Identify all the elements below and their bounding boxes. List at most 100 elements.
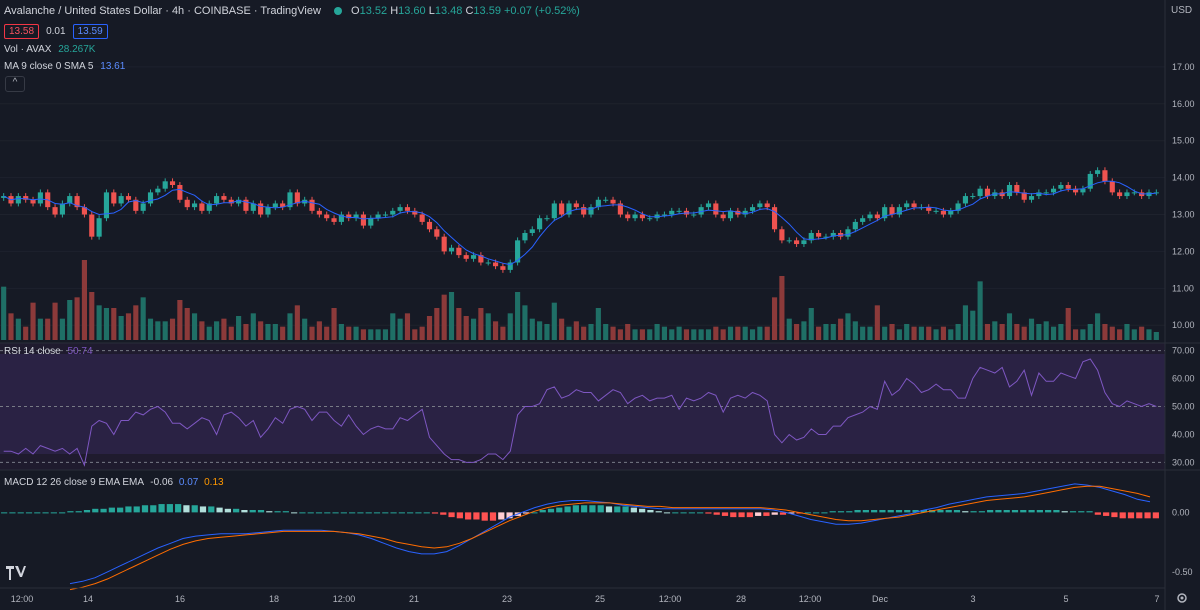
candle-body: [1073, 188, 1079, 193]
ask-button[interactable]: 13.59: [72, 24, 108, 39]
candle-body: [118, 196, 124, 204]
candle-body: [779, 229, 785, 241]
candle: [632, 211, 638, 222]
candle: [265, 204, 271, 218]
volume-bar: [125, 313, 132, 340]
macd-hist-bar: [721, 512, 729, 516]
candle-body: [368, 218, 374, 226]
candle: [360, 211, 366, 229]
volume-bar: [867, 326, 873, 340]
time-tick-label: 16: [175, 594, 185, 604]
price-tick-label: 14.00: [1172, 173, 1195, 183]
macd-hist-bar: [970, 511, 977, 513]
volume-bar: [581, 326, 587, 340]
candle: [221, 193, 227, 203]
currency-label[interactable]: USD: [1171, 5, 1193, 16]
ma-legend[interactable]: MA 9 close 0 SMA 5 13.61: [4, 61, 125, 72]
macd-legend[interactable]: MACD 12 26 close 9 EMA EMA -0.06 0.07 0.…: [4, 477, 224, 488]
volume-bar: [757, 326, 763, 340]
volume-bar: [977, 281, 983, 340]
rsi-tick-label: 40.00: [1172, 429, 1195, 439]
volume-bar: [1080, 329, 1086, 340]
volume-bar: [735, 326, 741, 340]
candle: [52, 204, 58, 218]
macd-hist-bar: [282, 511, 289, 513]
macd-hist-bar: [456, 512, 463, 519]
candle-body: [522, 232, 528, 241]
volume-bar: [1095, 313, 1101, 340]
candle: [595, 196, 601, 211]
candle-body: [537, 218, 543, 230]
volume-bar: [874, 305, 880, 340]
volume-bar: [390, 313, 396, 340]
macd-hist-bar: [340, 512, 347, 514]
candle: [1065, 182, 1071, 192]
macd-histogram: [1, 504, 1159, 521]
macd-hist-bar: [523, 512, 530, 514]
price-axis[interactable]: 10.00 11.00 12.00 13.00 14.00 15.00 16.00 17.00…: [1172, 62, 1195, 577]
signal-line-value: 0.13: [204, 477, 224, 488]
volume-bar: [683, 329, 690, 340]
time-axis[interactable]: 12:00 14 16 18 12:00 21 23 25 12:00 28 12:00 Dec 3 5 7: [11, 594, 1160, 604]
volume-bar: [397, 318, 403, 340]
macd-hist-bar: [473, 512, 480, 520]
volume-bar: [493, 321, 499, 340]
candle: [463, 252, 469, 262]
candle-body: [184, 199, 190, 208]
candle: [962, 193, 969, 207]
volume-bar: [860, 326, 866, 340]
macd-hist-bar: [208, 506, 215, 513]
volume-bar: [742, 326, 748, 340]
volume-bar: [294, 305, 300, 340]
volume-bar: [573, 321, 579, 340]
candle-body: [581, 207, 587, 215]
candle: [537, 215, 543, 233]
candle-body: [155, 188, 161, 193]
candle-body: [727, 210, 734, 219]
volume-bar: [764, 326, 770, 340]
macd-hist-bar: [647, 510, 654, 513]
candle-body: [493, 262, 499, 267]
collapse-legend-button[interactable]: ^: [5, 76, 25, 92]
candle: [1153, 189, 1159, 196]
candle: [338, 211, 344, 225]
volume-bar: [727, 326, 734, 340]
macd-hist-bar: [117, 507, 124, 513]
volume-bar: [940, 326, 946, 340]
macd-hist-bar: [266, 511, 273, 513]
candle-body: [74, 196, 80, 208]
candle-body: [448, 247, 455, 252]
settings-gear-icon[interactable]: [1175, 591, 1189, 605]
candle-body: [133, 199, 139, 211]
candle-body: [1006, 185, 1013, 197]
macd-hist-bar: [506, 512, 513, 519]
rsi-legend[interactable]: RSI 14 close 50.74: [4, 346, 93, 357]
candle-body: [559, 203, 565, 215]
candle-body: [904, 203, 910, 208]
candle: [896, 204, 902, 218]
volume-legend[interactable]: Vol · AVAX 28.267K: [4, 44, 95, 55]
volume-bar: [647, 329, 653, 340]
candle-body: [1117, 192, 1123, 197]
macd-hist-bar: [987, 510, 994, 513]
candle-body: [595, 199, 601, 208]
candle-body: [742, 210, 748, 215]
candle: [911, 200, 917, 211]
macd-hist-bar: [1094, 512, 1101, 515]
candle: [324, 211, 330, 222]
rsi-line: [3, 358, 1157, 467]
volume-bar: [801, 321, 807, 340]
candle: [272, 200, 278, 211]
volume-bar: [81, 260, 87, 340]
symbol-title[interactable]: Avalanche / United States Dollar · 4h · …: [4, 5, 321, 17]
candle-body: [169, 181, 176, 185]
volume-bar: [896, 329, 902, 340]
bid-button[interactable]: 13.58: [4, 24, 40, 39]
candle: [103, 189, 110, 222]
candle: [441, 233, 447, 255]
rsi-tick-label: 60.00: [1172, 374, 1195, 384]
candle-body: [309, 199, 315, 211]
tradingview-logo-icon[interactable]: [6, 566, 26, 580]
macd-hist-bar: [854, 510, 861, 513]
